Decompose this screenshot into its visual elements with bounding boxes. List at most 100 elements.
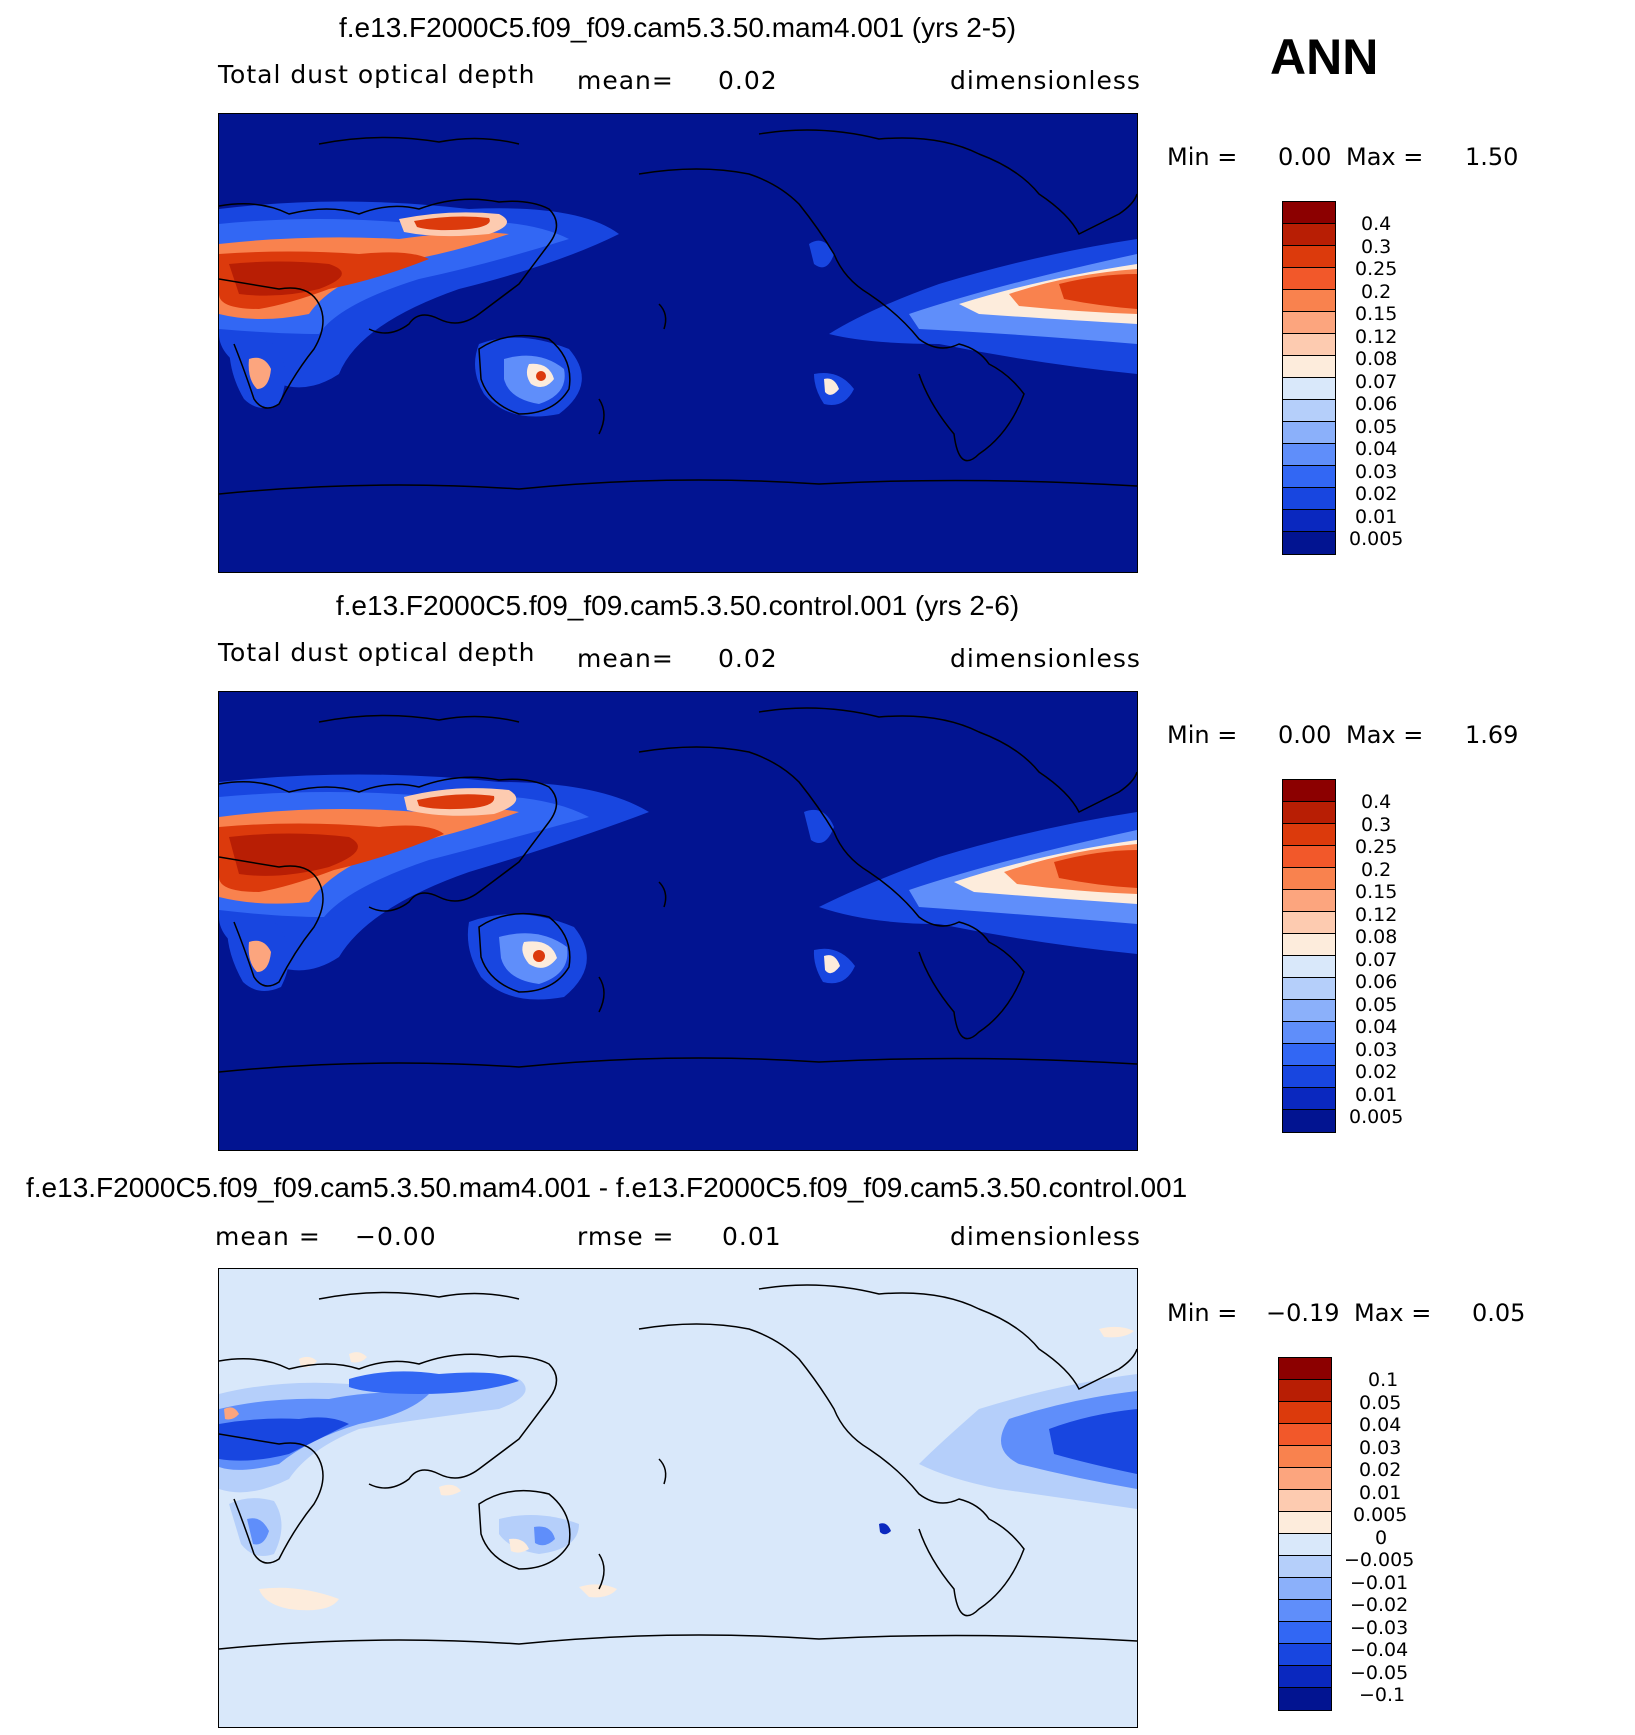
panel-2-colorbar-label: 0.4 bbox=[1361, 791, 1392, 813]
panel-3-map bbox=[218, 1268, 1138, 1728]
panel-2-colorbar-label: 0.25 bbox=[1355, 836, 1398, 858]
panel-2-mean-label: mean= bbox=[577, 644, 674, 673]
panel-1-colorbar-label: 0.2 bbox=[1361, 281, 1392, 303]
panel-3-min-label: Min = bbox=[1167, 1299, 1238, 1327]
panel-3-colorbar-label: −0.1 bbox=[1359, 1684, 1406, 1706]
panel-3-colorbar-swatch bbox=[1279, 1380, 1331, 1402]
panel-1-colorbar-swatch bbox=[1283, 356, 1335, 378]
panel-2-colorbar-swatch bbox=[1283, 1110, 1335, 1132]
panel-2-variable: Total dust optical depth bbox=[218, 638, 536, 667]
panel-2-colorbar-swatch bbox=[1283, 1088, 1335, 1110]
panel-2-colorbar-label: 0.12 bbox=[1355, 904, 1398, 926]
panel-1-colorbar-swatch bbox=[1283, 532, 1335, 554]
panel-1-colorbar-label: 0.04 bbox=[1355, 438, 1398, 460]
panel-2-colorbar-swatch bbox=[1283, 956, 1335, 978]
panel-3-title: f.e13.F2000C5.f09_f09.cam5.3.50.mam4.001… bbox=[26, 1172, 1188, 1203]
panel-3-units: dimensionless bbox=[950, 1222, 1141, 1251]
panel-3-colorbar bbox=[1278, 1357, 1332, 1711]
panel-3-colorbar-label: −0.03 bbox=[1350, 1617, 1409, 1639]
panel-1-colorbar-label: 0.4 bbox=[1361, 213, 1392, 235]
panel-2-map bbox=[218, 691, 1138, 1151]
panel-3-colorbar-label: −0.04 bbox=[1350, 1639, 1409, 1661]
panel-2-colorbar-swatch bbox=[1283, 802, 1335, 824]
panel-3-max-value: 0.05 bbox=[1472, 1299, 1526, 1327]
panel-3-mean-value: −0.00 bbox=[355, 1222, 437, 1251]
panel-3-colorbar-swatch bbox=[1279, 1512, 1331, 1534]
panel-1-colorbar-swatch bbox=[1283, 422, 1335, 444]
panel-2-min-value: 0.00 bbox=[1278, 721, 1332, 749]
panel-2-colorbar-swatch bbox=[1283, 1044, 1335, 1066]
panel-1-units: dimensionless bbox=[950, 66, 1141, 95]
panel-2-colorbar-label: 0.005 bbox=[1349, 1106, 1404, 1128]
panel-2-colorbar-swatch bbox=[1283, 824, 1335, 846]
panel-1-colorbar-swatch bbox=[1283, 312, 1335, 334]
panel-2-colorbar-label: 0.08 bbox=[1355, 926, 1398, 948]
panel-3-colorbar-label: 0.005 bbox=[1353, 1504, 1408, 1526]
panel-2-units: dimensionless bbox=[950, 644, 1141, 673]
panel-3-colorbar-swatch bbox=[1279, 1578, 1331, 1600]
panel-1-max-label: Max = bbox=[1346, 143, 1424, 171]
panel-1-min-value: 0.00 bbox=[1278, 143, 1332, 171]
panel-3-colorbar-swatch bbox=[1279, 1402, 1331, 1424]
panel-2-colorbar-swatch bbox=[1283, 978, 1335, 1000]
panel-3-colorbar-swatch bbox=[1279, 1622, 1331, 1644]
panel-3-colorbar-label: −0.02 bbox=[1350, 1594, 1409, 1616]
panel-2-colorbar-label: 0.04 bbox=[1355, 1016, 1398, 1038]
panel-2-colorbar-swatch bbox=[1283, 1000, 1335, 1022]
season-label: ANN bbox=[1270, 29, 1379, 85]
panel-2-colorbar-label: 0.06 bbox=[1355, 971, 1398, 993]
panel-3-colorbar-swatch bbox=[1279, 1490, 1331, 1512]
panel-1-min-label: Min = bbox=[1167, 143, 1238, 171]
panel-2-colorbar-label: 0.3 bbox=[1361, 814, 1392, 836]
panel-1-colorbar-swatch bbox=[1283, 334, 1335, 356]
panel-3-colorbar-label: 0.02 bbox=[1359, 1459, 1402, 1481]
panel-3-rmse-value: 0.01 bbox=[722, 1222, 782, 1251]
panel-2-colorbar bbox=[1282, 779, 1336, 1133]
panel-2-colorbar-label: 0.2 bbox=[1361, 859, 1392, 881]
panel-2-colorbar-label: 0.05 bbox=[1355, 994, 1398, 1016]
panel-2-colorbar-swatch bbox=[1283, 890, 1335, 912]
panel-2-min-label: Min = bbox=[1167, 721, 1238, 749]
panel-1-colorbar-label: 0.3 bbox=[1361, 236, 1392, 258]
panel-3-colorbar-label: 0.05 bbox=[1359, 1392, 1402, 1414]
panel-2-colorbar-swatch bbox=[1283, 1022, 1335, 1044]
panel-1-mean-label: mean= bbox=[577, 66, 674, 95]
panel-3-colorbar-label: 0.01 bbox=[1359, 1482, 1402, 1504]
panel-3-colorbar-swatch bbox=[1279, 1446, 1331, 1468]
panel-3-max-label: Max = bbox=[1354, 1299, 1432, 1327]
panel-3-colorbar-swatch bbox=[1279, 1468, 1331, 1490]
panel-2-colorbar-label: 0.07 bbox=[1355, 949, 1398, 971]
panel-1-colorbar-label: 0.15 bbox=[1355, 303, 1398, 325]
panel-2-colorbar-swatch bbox=[1283, 912, 1335, 934]
panel-1-colorbar-label: 0.06 bbox=[1355, 393, 1398, 415]
panel-3-colorbar-label: 0.03 bbox=[1359, 1437, 1402, 1459]
panel-2-title: f.e13.F2000C5.f09_f09.cam5.3.50.control.… bbox=[335, 590, 1020, 621]
panel-1-colorbar-label: 0.07 bbox=[1355, 371, 1398, 393]
panel-1-colorbar-swatch bbox=[1283, 246, 1335, 268]
panel-1-colorbar-swatch bbox=[1283, 488, 1335, 510]
panel-2-max-label: Max = bbox=[1346, 721, 1424, 749]
panel-2-colorbar-swatch bbox=[1283, 780, 1335, 802]
panel-3-colorbar-label: 0.04 bbox=[1359, 1414, 1402, 1436]
panel-1-colorbar-swatch bbox=[1283, 444, 1335, 466]
panel-3-mean-label: mean = bbox=[215, 1222, 321, 1251]
panel-1-max-value: 1.50 bbox=[1465, 143, 1519, 171]
panel-1-colorbar-swatch bbox=[1283, 290, 1335, 312]
panel-1-variable: Total dust optical depth bbox=[218, 60, 536, 89]
panel-2-colorbar-label: 0.02 bbox=[1355, 1061, 1398, 1083]
panel-2-colorbar-swatch bbox=[1283, 1066, 1335, 1088]
panel-3-colorbar-swatch bbox=[1279, 1600, 1331, 1622]
panel-1-colorbar-label: 0.005 bbox=[1349, 528, 1404, 550]
panel-1-colorbar-label: 0.08 bbox=[1355, 348, 1398, 370]
panel-2-colorbar-swatch bbox=[1283, 868, 1335, 890]
panel-1-colorbar-swatch bbox=[1283, 224, 1335, 246]
panel-3-colorbar-label: −0.005 bbox=[1344, 1549, 1415, 1571]
panel-2-mean-value: 0.02 bbox=[718, 644, 778, 673]
panel-1-colorbar-label: 0.02 bbox=[1355, 483, 1398, 505]
panel-3-colorbar-swatch bbox=[1279, 1666, 1331, 1688]
panel-1-map bbox=[218, 113, 1138, 573]
panel-3-colorbar-swatch bbox=[1279, 1424, 1331, 1446]
panel-3-min-value: −0.19 bbox=[1266, 1299, 1340, 1327]
panel-1-colorbar-label: 0.03 bbox=[1355, 461, 1398, 483]
panel-3-colorbar-swatch bbox=[1279, 1688, 1331, 1710]
